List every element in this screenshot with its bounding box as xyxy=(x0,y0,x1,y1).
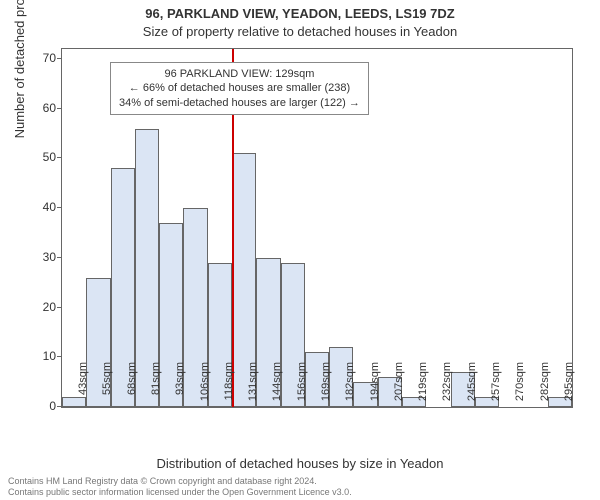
xtick-label: 43sqm xyxy=(77,362,89,412)
xtick-label: 55sqm xyxy=(101,362,113,412)
xtick-label: 182sqm xyxy=(344,362,356,412)
footer-attribution: Contains HM Land Registry data © Crown c… xyxy=(8,476,352,498)
ytick-label: 70 xyxy=(26,51,56,65)
xtick-label: 207sqm xyxy=(393,362,405,412)
annotation-box: 96 PARKLAND VIEW: 129sqm← 66% of detache… xyxy=(110,62,369,115)
xtick-label: 106sqm xyxy=(199,362,211,412)
ytick-label: 60 xyxy=(26,101,56,115)
title-sub: Size of property relative to detached ho… xyxy=(0,24,600,39)
x-axis-label: Distribution of detached houses by size … xyxy=(0,456,600,471)
xtick-label: 93sqm xyxy=(174,362,186,412)
ytick-label: 50 xyxy=(26,150,56,164)
xtick-label: 144sqm xyxy=(271,362,283,412)
xtick-label: 156sqm xyxy=(296,362,308,412)
ytick-label: 20 xyxy=(26,300,56,314)
xtick-label: 270sqm xyxy=(514,362,526,412)
annotation-line2: ← 66% of detached houses are smaller (23… xyxy=(119,81,360,95)
y-axis-label: Number of detached properties xyxy=(12,0,27,138)
ytick-label: 30 xyxy=(26,250,56,264)
title-main: 96, PARKLAND VIEW, YEADON, LEEDS, LS19 7… xyxy=(0,6,600,21)
xtick-label: 194sqm xyxy=(369,362,381,412)
ytick-label: 0 xyxy=(26,399,56,413)
xtick-label: 81sqm xyxy=(150,362,162,412)
xtick-label: 257sqm xyxy=(490,362,502,412)
chart-container: 96, PARKLAND VIEW, YEADON, LEEDS, LS19 7… xyxy=(0,0,600,500)
xtick-label: 232sqm xyxy=(441,362,453,412)
ytick-label: 10 xyxy=(26,349,56,363)
xtick-label: 68sqm xyxy=(126,362,138,412)
ytick-label: 40 xyxy=(26,200,56,214)
xtick-label: 245sqm xyxy=(466,362,478,412)
xtick-label: 169sqm xyxy=(320,362,332,412)
annotation-line1: 96 PARKLAND VIEW: 129sqm xyxy=(119,67,360,81)
xtick-label: 295sqm xyxy=(563,362,575,412)
xtick-label: 131sqm xyxy=(247,362,259,412)
footer-line2: Contains public sector information licen… xyxy=(8,487,352,498)
xtick-label: 282sqm xyxy=(539,362,551,412)
footer-line1: Contains HM Land Registry data © Crown c… xyxy=(8,476,352,487)
xtick-label: 219sqm xyxy=(417,362,429,412)
xtick-label: 118sqm xyxy=(223,362,235,412)
annotation-line3: 34% of semi-detached houses are larger (… xyxy=(119,96,360,110)
